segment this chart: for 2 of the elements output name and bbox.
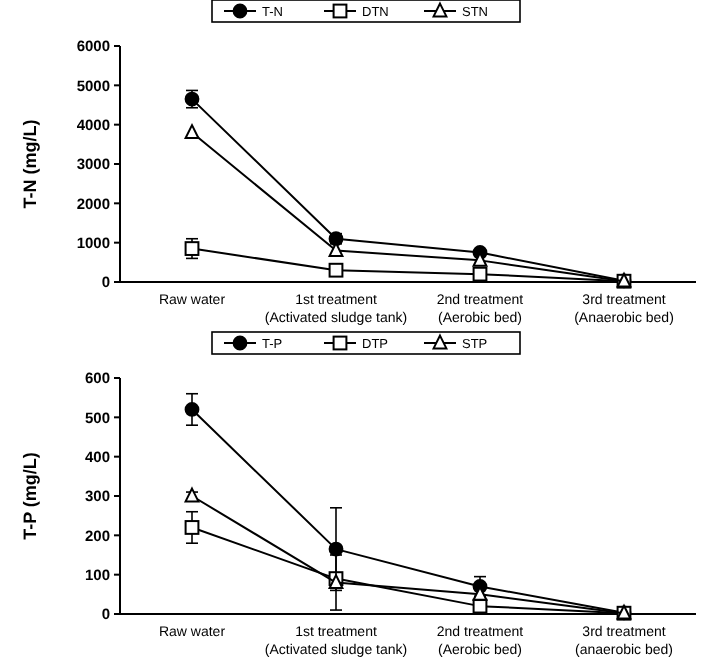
y-axis-title: T-N (mg/L) [20, 119, 40, 209]
y-axis-title: T-P (mg/L) [20, 452, 40, 540]
